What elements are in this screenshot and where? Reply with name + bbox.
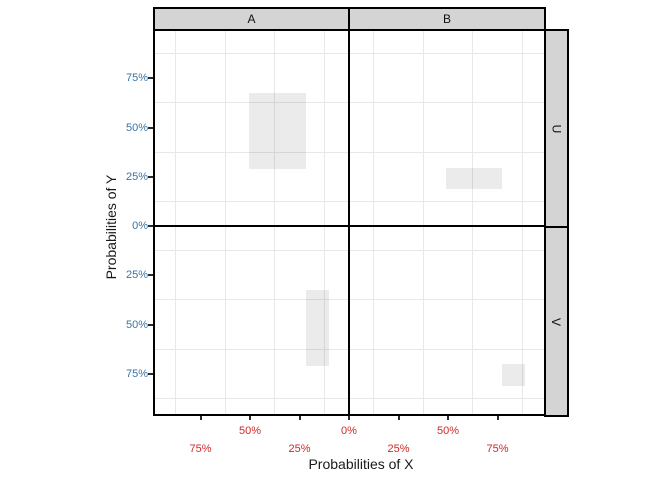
facet-strip-label-v: V xyxy=(549,317,564,326)
x-minor-gridline xyxy=(472,31,474,414)
x-tick-label: 50% xyxy=(238,425,262,437)
facet-strip-column-a: A xyxy=(153,7,350,31)
facet-strip-label-u: U xyxy=(549,124,564,133)
facet-strip-label-b: B xyxy=(442,12,451,26)
y-tick xyxy=(148,126,153,129)
facet-strip-row-u: U xyxy=(544,29,569,228)
y-tick xyxy=(148,77,153,80)
zero-hline xyxy=(155,225,544,227)
y-tick-label: 50% xyxy=(125,121,148,134)
x-tick-label: 75% xyxy=(486,443,509,455)
data-rect-bu xyxy=(446,167,503,189)
x-minor-gridline xyxy=(175,31,177,414)
y-tick-label: 25% xyxy=(125,170,148,183)
x-tick xyxy=(447,416,449,420)
x-minor-gridline xyxy=(373,31,375,414)
x-tick-label: 25% xyxy=(288,443,311,455)
y-tick-label: 25% xyxy=(125,269,148,282)
x-tick-label: 0% xyxy=(341,425,357,437)
facet-strip-label-a: A xyxy=(247,12,256,26)
x-tick-label: 25% xyxy=(387,443,410,455)
x-tick xyxy=(496,416,499,420)
x-tick xyxy=(249,416,251,420)
zero-vline xyxy=(348,31,350,414)
y-tick xyxy=(148,175,153,178)
y-tick-label: 0% xyxy=(132,220,148,232)
data-rect-av xyxy=(306,290,330,366)
facet-strip-row-v: V xyxy=(544,226,569,417)
y-tick-label: 75% xyxy=(125,72,148,85)
y-tick xyxy=(148,323,153,326)
x-tick xyxy=(397,416,400,420)
facet-strip-column-b: B xyxy=(348,7,546,31)
y-axis-title: Probabilities of Y xyxy=(103,174,119,280)
x-tick-label: 50% xyxy=(436,425,460,437)
x-minor-gridline xyxy=(224,31,226,414)
y-tick-label: 50% xyxy=(125,318,148,331)
y-tick xyxy=(148,225,153,227)
data-rect-au xyxy=(249,93,307,169)
x-axis-title: Probabilities of X xyxy=(308,456,414,472)
x-minor-gridline xyxy=(323,31,325,414)
x-tick xyxy=(199,416,202,420)
x-minor-gridline xyxy=(521,31,523,414)
x-minor-gridline xyxy=(274,31,276,414)
x-tick xyxy=(298,416,301,420)
x-tick xyxy=(348,416,350,420)
y-tick xyxy=(148,274,153,277)
y-tick xyxy=(148,372,153,375)
data-rect-bv xyxy=(502,363,526,386)
x-tick-label: 75% xyxy=(189,443,212,455)
y-tick-label: 75% xyxy=(125,367,148,380)
x-minor-gridline xyxy=(422,31,424,414)
